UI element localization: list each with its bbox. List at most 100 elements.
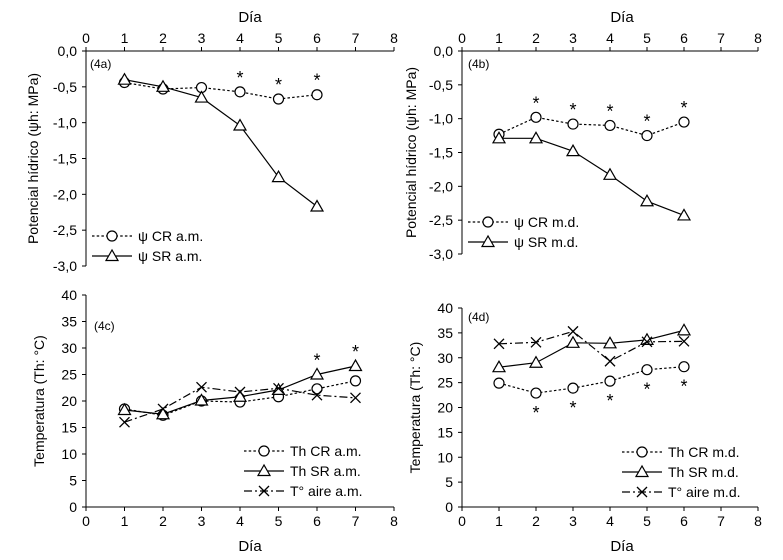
- panel-label: (4a): [90, 57, 111, 71]
- y-axis-title: Potencial hídrico (ψh: MPa): [403, 67, 419, 238]
- series-2: [491, 323, 692, 373]
- series-line: [124, 79, 318, 207]
- data-point: [196, 381, 207, 393]
- data-point: [567, 382, 579, 394]
- series-line: [498, 330, 685, 362]
- x-tick-label: 2: [159, 30, 167, 46]
- legend-label: ψ CR a.m.: [138, 228, 203, 244]
- legend-label: Th CR m.d.: [668, 444, 740, 460]
- y-tick-label: 40: [61, 287, 77, 303]
- data-point: [271, 169, 286, 183]
- significance-asterisk: *: [352, 342, 359, 362]
- x-axis-title: Día: [238, 538, 262, 555]
- data-point: [117, 72, 132, 85]
- series-2: [491, 131, 692, 221]
- x-tick-label: 3: [569, 30, 577, 46]
- y-tick-label: 0,0: [58, 43, 78, 59]
- y-tick-label: 0: [445, 499, 453, 515]
- significance-asterisk: *: [643, 380, 650, 400]
- data-point: [155, 407, 171, 420]
- legend-entry: ψ CR m.d.: [468, 214, 579, 230]
- series-1: [118, 76, 323, 105]
- legend-entry: T° aire a.m.: [244, 483, 363, 499]
- data-point: [272, 93, 285, 105]
- data-point: [530, 111, 542, 123]
- data-point: [234, 386, 246, 398]
- y-tick-label: 25: [61, 367, 77, 383]
- y-tick-label: 5: [69, 473, 77, 489]
- y-tick-label: 5: [445, 474, 453, 490]
- data-point: [348, 358, 363, 372]
- legend-entry: ψ SR m.d.: [468, 234, 578, 250]
- data-point: [530, 387, 542, 399]
- x-tick-label: 6: [313, 513, 321, 529]
- data-point: [678, 116, 690, 128]
- significance-asterisk: *: [313, 351, 320, 371]
- panel-label: (4d): [468, 310, 489, 324]
- data-point: [641, 364, 653, 376]
- significance-asterisk: *: [532, 403, 539, 423]
- x-axis-title: Día: [610, 538, 634, 555]
- series-1: [493, 361, 690, 399]
- legend-entry: T° aire m.d.: [622, 484, 741, 500]
- legend-marker: [258, 445, 270, 457]
- data-point: [273, 382, 284, 394]
- legend-marker: [104, 248, 120, 262]
- x-tick-label: 4: [236, 30, 244, 46]
- y-tick-label: 40: [437, 300, 453, 316]
- x-tick-label: 3: [198, 513, 206, 529]
- x-tick-label: 5: [275, 513, 283, 529]
- y-axis-title: Temperatura (Th: °C): [407, 342, 423, 474]
- data-point: [311, 389, 323, 401]
- x-tick-label: 5: [275, 30, 283, 46]
- x-tick-label: 2: [532, 513, 540, 529]
- legend-entry: ψ CR a.m.: [92, 228, 203, 244]
- x-tick-label: 2: [159, 513, 167, 529]
- significance-asterisk: *: [680, 377, 687, 397]
- data-point: [602, 336, 618, 349]
- series-2: [117, 72, 325, 212]
- legend-label: Th CR a.m.: [290, 443, 362, 459]
- significance-asterisk: *: [643, 112, 650, 132]
- x-tick-label: 6: [680, 30, 688, 46]
- x-tick-label: 7: [717, 30, 725, 46]
- data-point: [493, 377, 505, 389]
- x-tick-label: 0: [458, 513, 466, 529]
- series-line: [498, 329, 685, 368]
- y-tick-label: -2,5: [53, 222, 77, 238]
- data-point: [232, 389, 248, 402]
- y-tick-label: -2,0: [53, 186, 77, 202]
- y-tick-label: -1,5: [429, 145, 453, 161]
- y-tick-label: -0,5: [429, 77, 453, 93]
- x-tick-label: 1: [495, 513, 503, 529]
- significance-asterisk: *: [532, 93, 539, 113]
- significance-asterisk: *: [606, 101, 613, 121]
- x-tick-label: 0: [82, 513, 90, 529]
- legend-label: T° aire a.m.: [290, 483, 363, 499]
- significance-asterisk: *: [236, 68, 243, 88]
- x-tick-label: 8: [754, 30, 762, 46]
- x-tick-label: 2: [532, 30, 540, 46]
- x-tick-label: 5: [643, 30, 651, 46]
- legend-marker: [106, 230, 118, 242]
- x-tick-label: 1: [495, 30, 503, 46]
- legend-entry: Th SR m.d.: [622, 464, 739, 480]
- y-tick-label: 0,0: [434, 43, 454, 59]
- data-point: [604, 119, 616, 132]
- data-point: [641, 129, 653, 142]
- legend-marker: [482, 216, 494, 228]
- x-axis-title: Día: [610, 9, 634, 26]
- significance-asterisk: *: [569, 100, 576, 120]
- x-tick-label: 4: [236, 513, 244, 529]
- x-tick-label: 3: [198, 30, 206, 46]
- legend-marker: [256, 463, 272, 477]
- data-point: [604, 375, 616, 387]
- y-tick-label: 35: [61, 314, 77, 330]
- data-point: [676, 323, 692, 336]
- panel-label: (4c): [94, 319, 115, 333]
- x-tick-label: 1: [121, 513, 129, 529]
- legend-entry: Th SR a.m.: [244, 463, 361, 479]
- y-tick-label: 25: [437, 375, 453, 391]
- data-point: [604, 355, 616, 367]
